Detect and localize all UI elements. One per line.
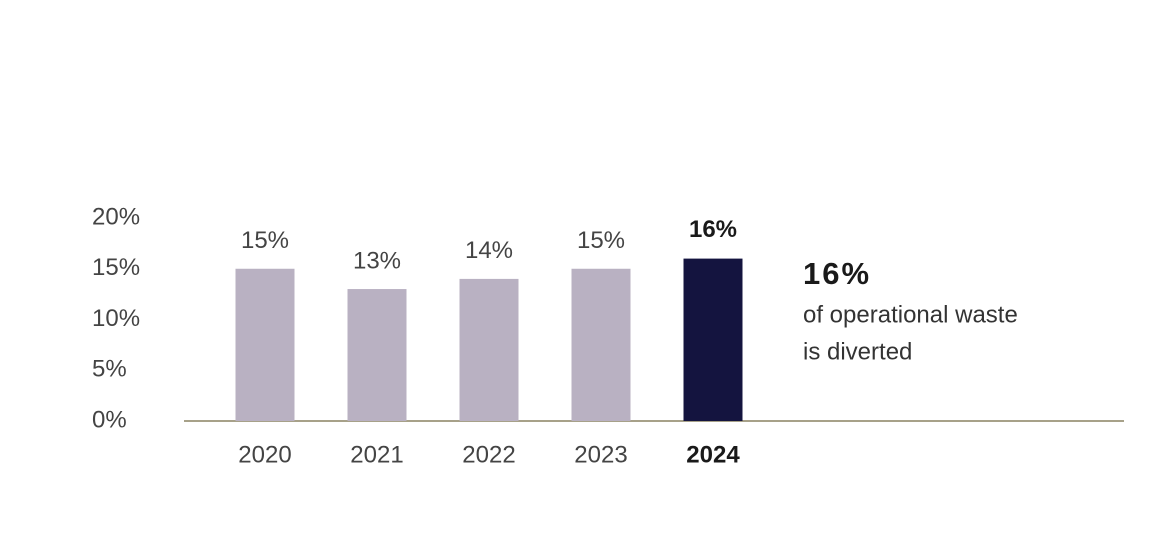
bar	[683, 258, 743, 421]
bar	[235, 268, 295, 421]
x-tick-label: 2020	[238, 441, 291, 468]
value-label: 14%	[465, 237, 513, 264]
y-tick-label: 15%	[92, 254, 140, 281]
value-label: 16%	[689, 216, 737, 243]
value-label: 13%	[353, 247, 401, 274]
annotation-line: is diverted	[803, 338, 912, 365]
x-tick-label: 2024	[686, 441, 740, 468]
x-tick-label: 2021	[350, 441, 403, 468]
y-tick-label: 20%	[92, 203, 140, 230]
x-tick-label: 2022	[462, 441, 515, 468]
annotation-line: of operational waste	[803, 301, 1018, 328]
value-label: 15%	[577, 227, 625, 254]
x-tick-label: 2023	[574, 441, 627, 468]
annotation-headline: 16%	[803, 256, 871, 291]
value-label: 15%	[241, 227, 289, 254]
bar	[347, 289, 407, 421]
y-tick-label: 5%	[92, 356, 127, 383]
y-tick-label: 10%	[92, 305, 140, 332]
bar	[459, 278, 519, 421]
bar	[571, 268, 631, 421]
y-tick-label: 0%	[92, 406, 127, 433]
